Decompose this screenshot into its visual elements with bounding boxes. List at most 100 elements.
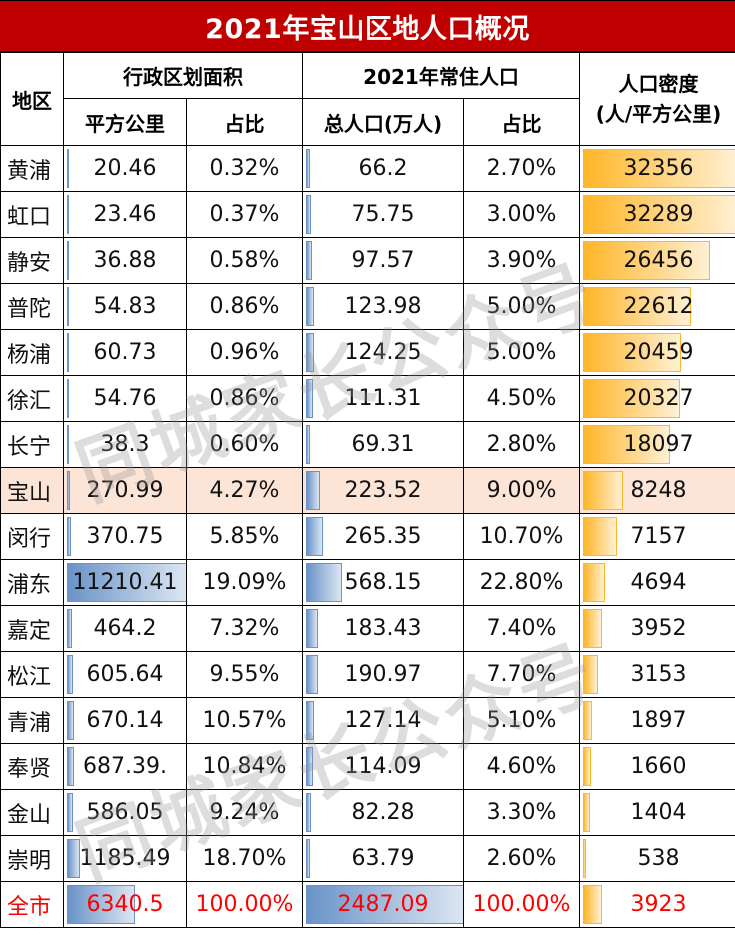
cell-region[interactable]: 崇明 bbox=[0, 835, 64, 882]
cell-region[interactable]: 奉贤 bbox=[0, 743, 64, 790]
cell-area[interactable]: 11210.41 bbox=[63, 559, 187, 606]
cell-region[interactable]: 杨浦 bbox=[0, 329, 64, 376]
cell-pop-share[interactable]: 3.00% bbox=[462, 191, 581, 238]
cell-pop[interactable]: 265.35 bbox=[302, 513, 464, 560]
cell-region[interactable]: 浦东 bbox=[0, 559, 64, 606]
cell-area[interactable]: 54.83 bbox=[63, 283, 187, 330]
cell-area-share[interactable]: 0.37% bbox=[186, 191, 303, 238]
cell-area-share[interactable]: 0.86% bbox=[186, 375, 303, 422]
cell-area[interactable]: 60.73 bbox=[63, 329, 187, 376]
cell-pop[interactable]: 63.79 bbox=[302, 835, 464, 882]
cell-region[interactable]: 长宁 bbox=[0, 421, 64, 468]
cell-area-share[interactable]: 9.24% bbox=[186, 789, 303, 836]
cell-area[interactable]: 36.88 bbox=[63, 237, 187, 284]
cell-region[interactable]: 全市 bbox=[0, 881, 64, 928]
cell-pop[interactable]: 123.98 bbox=[302, 283, 464, 330]
cell-area-share[interactable]: 0.58% bbox=[186, 237, 303, 284]
cell-pop-share[interactable]: 100.00% bbox=[462, 881, 581, 928]
cell-density[interactable]: 32356 bbox=[579, 145, 735, 192]
cell-pop-share[interactable]: 2.80% bbox=[462, 421, 581, 468]
cell-area[interactable]: 6340.5 bbox=[63, 881, 187, 928]
cell-pop[interactable]: 66.2 bbox=[302, 145, 464, 192]
cell-density[interactable]: 1660 bbox=[579, 743, 735, 790]
cell-pop[interactable]: 69.31 bbox=[302, 421, 464, 468]
cell-density[interactable]: 20459 bbox=[579, 329, 735, 376]
cell-pop[interactable]: 124.25 bbox=[302, 329, 464, 376]
cell-region[interactable]: 宝山 bbox=[0, 467, 64, 514]
cell-area-share[interactable]: 10.57% bbox=[186, 697, 303, 744]
cell-pop[interactable]: 97.57 bbox=[302, 237, 464, 284]
cell-pop[interactable]: 82.28 bbox=[302, 789, 464, 836]
cell-area[interactable]: 586.05 bbox=[63, 789, 187, 836]
cell-density[interactable]: 7157 bbox=[579, 513, 735, 560]
cell-pop-share[interactable]: 5.00% bbox=[462, 329, 581, 376]
cell-region[interactable]: 虹口 bbox=[0, 191, 64, 238]
cell-pop-share[interactable]: 4.60% bbox=[462, 743, 581, 790]
cell-area-share[interactable]: 0.86% bbox=[186, 283, 303, 330]
cell-pop[interactable]: 568.15 bbox=[302, 559, 464, 606]
cell-area[interactable]: 20.46 bbox=[63, 145, 187, 192]
cell-density[interactable]: 22612 bbox=[579, 283, 735, 330]
cell-area-share[interactable]: 4.27% bbox=[186, 467, 303, 514]
cell-pop-share[interactable]: 10.70% bbox=[462, 513, 581, 560]
cell-area-share[interactable]: 0.60% bbox=[186, 421, 303, 468]
cell-density[interactable]: 3952 bbox=[579, 605, 735, 652]
cell-pop-share[interactable]: 22.80% bbox=[462, 559, 581, 606]
cell-area[interactable]: 54.76 bbox=[63, 375, 187, 422]
cell-pop[interactable]: 190.97 bbox=[302, 651, 464, 698]
cell-region[interactable]: 静安 bbox=[0, 237, 64, 284]
cell-area[interactable]: 38.3 bbox=[63, 421, 187, 468]
cell-density[interactable]: 20327 bbox=[579, 375, 735, 422]
cell-region[interactable]: 闵行 bbox=[0, 513, 64, 560]
cell-pop[interactable]: 183.43 bbox=[302, 605, 464, 652]
cell-region[interactable]: 青浦 bbox=[0, 697, 64, 744]
cell-area-share[interactable]: 7.32% bbox=[186, 605, 303, 652]
cell-area[interactable]: 1185.49 bbox=[63, 835, 187, 882]
cell-density[interactable]: 1404 bbox=[579, 789, 735, 836]
cell-region[interactable]: 松江 bbox=[0, 651, 64, 698]
cell-region[interactable]: 黄浦 bbox=[0, 145, 64, 192]
cell-pop[interactable]: 127.14 bbox=[302, 697, 464, 744]
cell-pop-share[interactable]: 7.70% bbox=[462, 651, 581, 698]
cell-area-share[interactable]: 5.85% bbox=[186, 513, 303, 560]
cell-density[interactable]: 1897 bbox=[579, 697, 735, 744]
cell-area-share[interactable]: 9.55% bbox=[186, 651, 303, 698]
cell-region[interactable]: 徐汇 bbox=[0, 375, 64, 422]
cell-pop-share[interactable]: 5.10% bbox=[462, 697, 581, 744]
cell-density[interactable]: 8248 bbox=[579, 467, 735, 514]
cell-pop-share[interactable]: 4.50% bbox=[462, 375, 581, 422]
cell-area-share[interactable]: 100.00% bbox=[186, 881, 303, 928]
cell-density[interactable]: 3153 bbox=[579, 651, 735, 698]
cell-pop[interactable]: 223.52 bbox=[302, 467, 464, 514]
cell-region[interactable]: 普陀 bbox=[0, 283, 64, 330]
cell-area-share[interactable]: 19.09% bbox=[186, 559, 303, 606]
cell-area[interactable]: 687.39. bbox=[63, 743, 187, 790]
cell-area-share[interactable]: 10.84% bbox=[186, 743, 303, 790]
cell-pop[interactable]: 114.09 bbox=[302, 743, 464, 790]
cell-pop[interactable]: 111.31 bbox=[302, 375, 464, 422]
cell-area-share[interactable]: 0.32% bbox=[186, 145, 303, 192]
cell-area[interactable]: 23.46 bbox=[63, 191, 187, 238]
cell-pop-share[interactable]: 2.60% bbox=[462, 835, 581, 882]
cell-pop-share[interactable]: 5.00% bbox=[462, 283, 581, 330]
cell-pop-share[interactable]: 7.40% bbox=[462, 605, 581, 652]
cell-density[interactable]: 18097 bbox=[579, 421, 735, 468]
cell-region[interactable]: 金山 bbox=[0, 789, 64, 836]
cell-pop[interactable]: 75.75 bbox=[302, 191, 464, 238]
cell-pop-share[interactable]: 2.70% bbox=[462, 145, 581, 192]
cell-density[interactable]: 538 bbox=[579, 835, 735, 882]
cell-area-share[interactable]: 18.70% bbox=[186, 835, 303, 882]
cell-area[interactable]: 464.2 bbox=[63, 605, 187, 652]
cell-density[interactable]: 32289 bbox=[579, 191, 735, 238]
cell-area[interactable]: 670.14 bbox=[63, 697, 187, 744]
cell-area[interactable]: 605.64 bbox=[63, 651, 187, 698]
cell-area[interactable]: 270.99 bbox=[63, 467, 187, 514]
cell-pop-share[interactable]: 9.00% bbox=[462, 467, 581, 514]
cell-area-share[interactable]: 0.96% bbox=[186, 329, 303, 376]
cell-pop-share[interactable]: 3.30% bbox=[462, 789, 581, 836]
cell-density[interactable]: 26456 bbox=[579, 237, 735, 284]
cell-density[interactable]: 4694 bbox=[579, 559, 735, 606]
cell-pop-share[interactable]: 3.90% bbox=[462, 237, 581, 284]
cell-pop[interactable]: 2487.09 bbox=[302, 881, 464, 928]
cell-area[interactable]: 370.75 bbox=[63, 513, 187, 560]
